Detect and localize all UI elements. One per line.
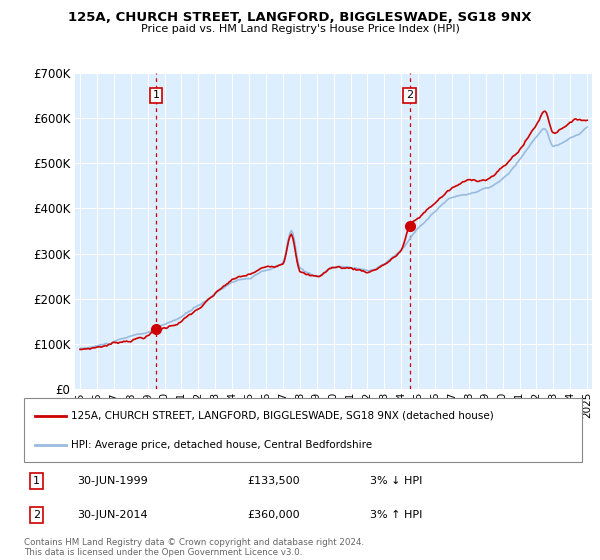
Text: 1: 1 [152, 90, 160, 100]
Text: 30-JUN-1999: 30-JUN-1999 [77, 476, 148, 486]
Text: £133,500: £133,500 [247, 476, 300, 486]
Text: £360,000: £360,000 [247, 510, 300, 520]
Text: Price paid vs. HM Land Registry's House Price Index (HPI): Price paid vs. HM Land Registry's House … [140, 24, 460, 34]
Text: 1: 1 [33, 476, 40, 486]
Text: HPI: Average price, detached house, Central Bedfordshire: HPI: Average price, detached house, Cent… [71, 440, 373, 450]
Text: 3% ↑ HPI: 3% ↑ HPI [370, 510, 422, 520]
Text: 125A, CHURCH STREET, LANGFORD, BIGGLESWADE, SG18 9NX: 125A, CHURCH STREET, LANGFORD, BIGGLESWA… [68, 11, 532, 24]
Text: Contains HM Land Registry data © Crown copyright and database right 2024.
This d: Contains HM Land Registry data © Crown c… [24, 538, 364, 557]
Text: 3% ↓ HPI: 3% ↓ HPI [370, 476, 422, 486]
Text: 2: 2 [406, 90, 413, 100]
Text: 30-JUN-2014: 30-JUN-2014 [77, 510, 148, 520]
Text: 2: 2 [33, 510, 40, 520]
Text: 125A, CHURCH STREET, LANGFORD, BIGGLESWADE, SG18 9NX (detached house): 125A, CHURCH STREET, LANGFORD, BIGGLESWA… [71, 410, 494, 421]
